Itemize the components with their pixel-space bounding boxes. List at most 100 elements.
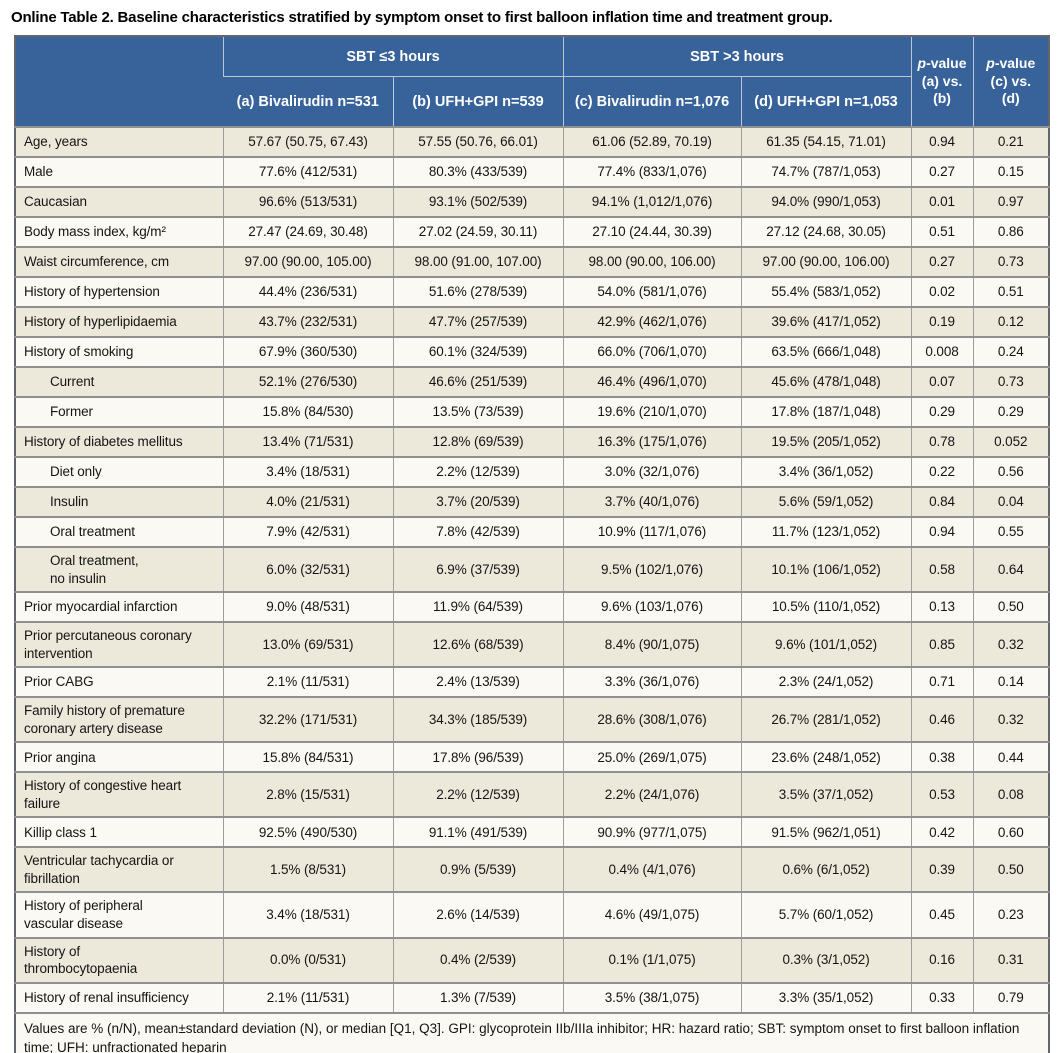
- value-cell-d: 91.5% (962/1,051): [740, 816, 912, 848]
- value-cell-b: 12.6% (68/539): [392, 621, 564, 668]
- pvalue-suffix: -value: [994, 55, 1036, 72]
- value-cell-c: 42.9% (462/1,076): [562, 306, 742, 337]
- pvalue-cd-cell: 0.64: [972, 545, 1050, 593]
- row-label-cell: Former: [15, 396, 223, 427]
- value-cell-d: 74.7% (787/1,053): [740, 156, 912, 187]
- pvalue-cd-cell: 0.56: [972, 456, 1050, 487]
- row-label-cell: History of thrombocytopaenia: [15, 936, 223, 983]
- row-label-cell: Prior angina: [15, 741, 223, 773]
- value-cell-b: 2.2% (12/539): [392, 456, 564, 487]
- table-row: History of hyperlipidaemia 43.7% (232/53…: [15, 306, 1050, 337]
- value-cell-b: 2.6% (14/539): [392, 891, 564, 938]
- value-cell-a: 67.9% (360/530): [222, 336, 393, 367]
- pvalue-ab-cell: 0.39: [910, 846, 974, 893]
- row-label-cell: Prior myocardial infarction: [15, 591, 223, 623]
- value-cell-b: 47.7% (257/539): [392, 306, 564, 337]
- pvalue-ab-cell: 0.07: [910, 366, 974, 397]
- value-cell-a: 15.8% (84/530): [222, 396, 393, 427]
- pvalue-ab-cell: 0.19: [910, 306, 974, 337]
- table-row: History of congestive heart failure 2.8%…: [15, 771, 1050, 818]
- value-cell-a: 13.0% (69/531): [222, 621, 393, 668]
- value-cell-b: 46.6% (251/539): [392, 366, 564, 397]
- value-cell-b: 12.8% (69/539): [392, 426, 564, 457]
- pvalue-ab-cell: 0.84: [910, 486, 974, 517]
- value-cell-b: 11.9% (64/539): [392, 591, 564, 623]
- value-cell-a: 44.4% (236/531): [222, 276, 393, 307]
- value-cell-d: 3.5% (37/1,052): [740, 771, 912, 818]
- value-cell-d: 10.5% (110/1,052): [740, 591, 912, 623]
- row-label-cell: Oral treatment, no insulin: [15, 545, 223, 593]
- group-header-sbt-gt3: SBT >3 hours: [562, 36, 912, 77]
- table-row: Insulin 4.0% (21/531) 3.7% (20/539) 3.7%…: [15, 486, 1050, 517]
- value-cell-c: 0.1% (1/1,075): [562, 936, 742, 983]
- value-cell-b: 13.5% (73/539): [392, 396, 564, 427]
- baseline-characteristics-table: SBT ≤3 hours SBT >3 hours p-value (a) vs.…: [14, 35, 1051, 1053]
- value-cell-b: 2.2% (12/539): [392, 771, 564, 818]
- value-cell-a: 2.1% (11/531): [222, 666, 393, 698]
- pvalue-cd-cell: 0.50: [972, 846, 1050, 893]
- table-row: History of hypertension 44.4% (236/531) …: [15, 276, 1050, 307]
- table-row: Waist circumference, cm 97.00 (90.00, 10…: [15, 246, 1050, 277]
- row-label-cell: History of hyperlipidaemia: [15, 306, 223, 337]
- pvalue-p-symbol: p: [917, 55, 927, 72]
- value-cell-d: 55.4% (583/1,052): [740, 276, 912, 307]
- value-cell-c: 4.6% (49/1,075): [562, 891, 742, 938]
- value-cell-b: 80.3% (433/539): [392, 156, 564, 187]
- value-cell-b: 51.6% (278/539): [392, 276, 564, 307]
- pvalue-p-symbol: p: [986, 55, 995, 72]
- table-row: Oral treatment, no insulin 6.0% (32/531)…: [15, 545, 1050, 593]
- table-row: History of diabetes mellitus 13.4% (71/5…: [15, 426, 1050, 457]
- value-cell-a: 32.2% (171/531): [222, 696, 393, 743]
- col-header-b-ufh-gpi: (b) UFH+GPI n=539: [392, 76, 564, 127]
- pvalue-cd-cell: 0.04: [972, 486, 1050, 517]
- value-cell-b: 98.00 (91.00, 107.00): [392, 246, 564, 277]
- value-cell-c: 28.6% (308/1,076): [562, 696, 742, 743]
- value-cell-d: 2.3% (24/1,052): [740, 666, 912, 698]
- table-footer: Values are % (n/N), mean±standard deviat…: [15, 1011, 1050, 1053]
- pvalue-ab-cell: 0.27: [910, 246, 974, 277]
- pvalue-ab-cell: 0.38: [910, 741, 974, 773]
- table-row: Former 15.8% (84/530) 13.5% (73/539) 19.…: [15, 396, 1050, 427]
- pvalue-ab-cell: 0.42: [910, 816, 974, 848]
- pvalue-cd-cell: 0.08: [972, 771, 1050, 818]
- row-label-cell: Ventricular tachycardia or fibrillation: [15, 846, 223, 893]
- value-cell-a: 52.1% (276/530): [222, 366, 393, 397]
- table-row: Prior myocardial infarction 9.0% (48/531…: [15, 591, 1050, 623]
- pvalue-ab-cell: 0.85: [910, 621, 974, 668]
- value-cell-b: 0.4% (2/539): [392, 936, 564, 983]
- value-cell-d: 5.7% (60/1,052): [740, 891, 912, 938]
- value-cell-a: 96.6% (513/531): [222, 186, 393, 217]
- table-row: Caucasian 96.6% (513/531) 93.1% (502/539…: [15, 186, 1050, 217]
- table-body: Age, years 57.67 (50.75, 67.43) 57.55 (5…: [15, 126, 1050, 1013]
- value-cell-c: 10.9% (117/1,076): [562, 516, 742, 547]
- pvalue-ab-line3: (b): [933, 90, 951, 107]
- table-row: Prior angina 15.8% (84/531) 17.8% (96/53…: [15, 741, 1050, 773]
- value-cell-c: 3.0% (32/1,076): [562, 456, 742, 487]
- value-cell-d: 10.1% (106/1,052): [740, 545, 912, 593]
- pvalue-ab-header: p-value (a) vs. (b): [910, 36, 974, 127]
- value-cell-a: 3.4% (18/531): [222, 456, 393, 487]
- table-row: History of thrombocytopaenia 0.0% (0/531…: [15, 936, 1050, 983]
- pvalue-cd-cell: 0.73: [972, 246, 1050, 277]
- row-label-cell: Male: [15, 156, 223, 187]
- value-cell-b: 57.55 (50.76, 66.01): [392, 126, 564, 157]
- table-row: Killip class 1 92.5% (490/530) 91.1% (49…: [15, 816, 1050, 848]
- value-cell-b: 3.7% (20/539): [392, 486, 564, 517]
- row-label-cell: History of hypertension: [15, 276, 223, 307]
- pvalue-cd-cell: 0.21: [972, 126, 1050, 157]
- value-cell-d: 27.12 (24.68, 30.05): [740, 216, 912, 247]
- value-cell-c: 9.6% (103/1,076): [562, 591, 742, 623]
- row-label-cell: History of diabetes mellitus: [15, 426, 223, 457]
- value-cell-c: 8.4% (90/1,075): [562, 621, 742, 668]
- pvalue-ab-cell: 0.13: [910, 591, 974, 623]
- value-cell-c: 61.06 (52.89, 70.19): [562, 126, 742, 157]
- row-label-cell: Caucasian: [15, 186, 223, 217]
- pvalue-ab-cell: 0.01: [910, 186, 974, 217]
- pvalue-cd-cell: 0.24: [972, 336, 1050, 367]
- value-cell-b: 60.1% (324/539): [392, 336, 564, 367]
- value-cell-b: 17.8% (96/539): [392, 741, 564, 773]
- col-header-a-bivalirudin: (a) Bivalirudin n=531: [223, 76, 393, 127]
- row-label-cell: Insulin: [15, 486, 223, 517]
- pvalue-cd-cell: 0.97: [972, 186, 1050, 217]
- value-cell-d: 3.4% (36/1,052): [740, 456, 912, 487]
